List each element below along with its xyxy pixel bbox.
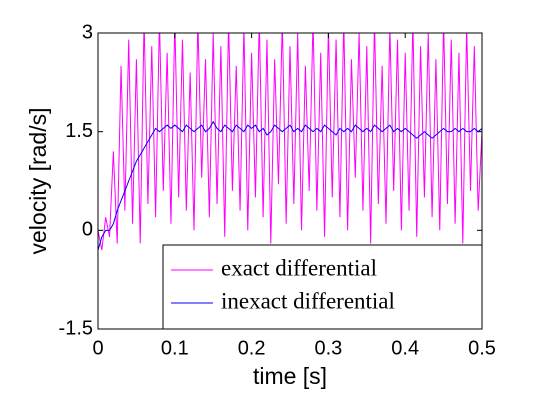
- plot-area: [98, 33, 482, 251]
- y-tick-label: 0: [82, 219, 93, 241]
- legend-label: exact differential: [221, 255, 377, 280]
- y-tick-label: 3: [82, 21, 93, 43]
- y-tick-label: 1.5: [65, 120, 93, 142]
- x-tick-label: 0.3: [314, 337, 342, 359]
- data-line: [98, 33, 482, 251]
- legend-label: inexact differential: [221, 288, 395, 313]
- y-axis-label: velocity [rad/s]: [25, 108, 51, 255]
- legend-box: [162, 244, 483, 330]
- x-axis-label: time [s]: [253, 363, 327, 389]
- x-tick-label: 0.4: [391, 337, 419, 359]
- y-tick-label: -1.5: [59, 317, 93, 339]
- x-tick-label: 0.1: [161, 337, 189, 359]
- x-tick-label: 0.2: [238, 337, 266, 359]
- x-tick-label: 0.5: [468, 337, 496, 359]
- data-line: [98, 120, 482, 251]
- x-tick-label: 0: [92, 337, 103, 359]
